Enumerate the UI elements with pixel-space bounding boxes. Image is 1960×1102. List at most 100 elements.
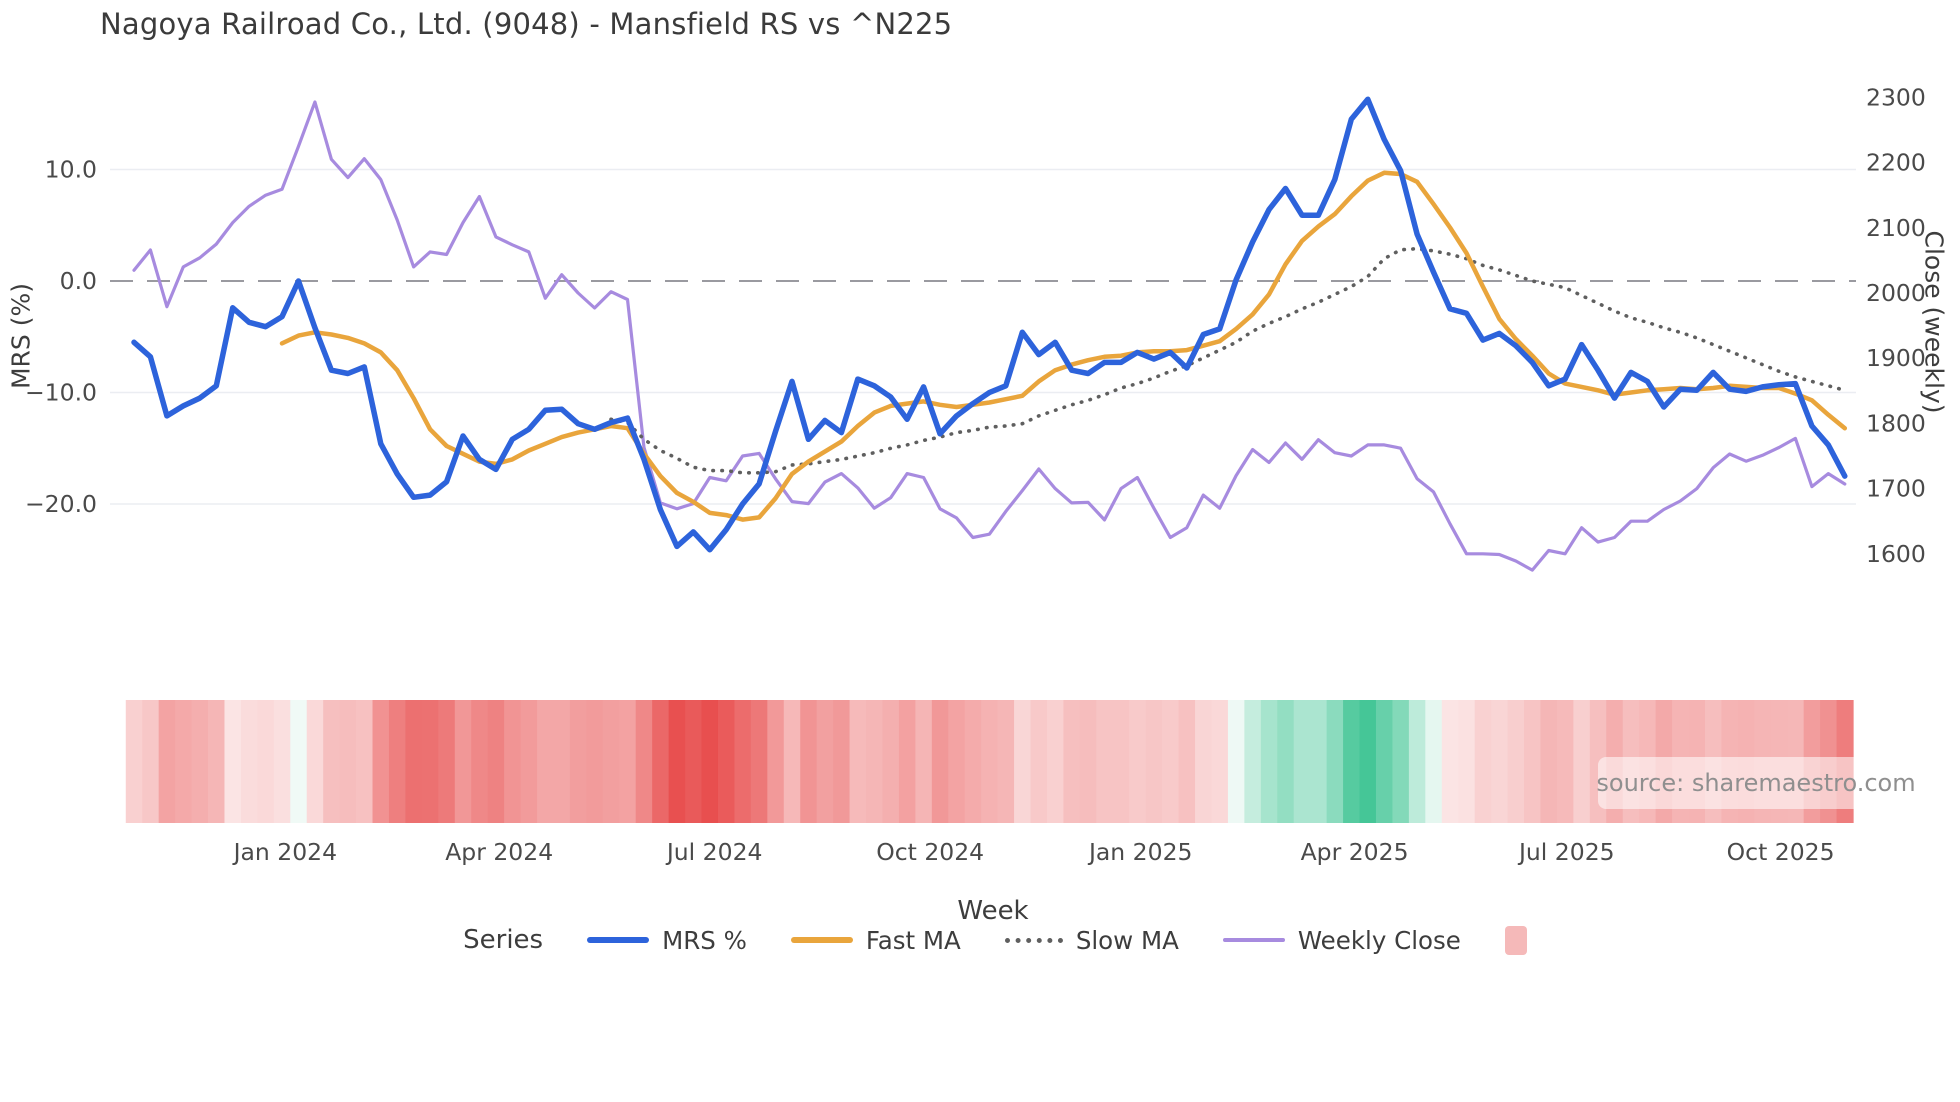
heatmap-cell [257, 700, 275, 823]
heatmap-cell [586, 700, 604, 823]
heatmap-cell [1375, 700, 1394, 823]
left-axis-title: MRS (%) [6, 282, 36, 390]
heatmap-cell [1491, 700, 1509, 823]
x-tick-label: Apr 2024 [445, 838, 553, 866]
x-tick-label: Jan 2025 [1087, 838, 1193, 866]
mrs--line [131, 96, 1848, 553]
heatmap-cell [1392, 700, 1410, 823]
legend-item-mrs: MRS % [587, 926, 747, 955]
heatmap-cell [306, 700, 324, 823]
heatmap-cell [1359, 700, 1377, 823]
mrs-line-swatch [587, 937, 650, 943]
right-tick-label: 2200 [1866, 149, 1926, 177]
right-tick-label: 2100 [1866, 214, 1926, 242]
legend-label-weekly-close: Weekly Close [1297, 925, 1461, 955]
heatmap-cell [421, 700, 439, 823]
right-axis-title: Close (weekly) [1919, 230, 1949, 414]
heatmap-cell [964, 700, 982, 823]
heatmap-cell [882, 700, 900, 823]
heatmap-cell [915, 700, 933, 823]
left-tick-label: −20.0 [25, 490, 97, 518]
x-tick-label: Jan 2024 [232, 838, 338, 866]
heatmap-cell [1441, 700, 1459, 823]
heatmap-cell [405, 700, 423, 823]
heatmap-cell [816, 700, 834, 823]
heatmap-cell [1227, 700, 1245, 823]
right-tick-label: 1700 [1866, 475, 1926, 503]
heatmap-cell [1079, 700, 1097, 823]
legend-label-fast-ma: Fast MA [865, 925, 961, 955]
heatmap-cell [1211, 700, 1229, 823]
heatmap-cell [372, 700, 390, 823]
heatmap-cell [849, 700, 867, 823]
heatmap-cell [783, 700, 801, 823]
heatmap-cell [619, 700, 637, 823]
left-tick-label: 10.0 [45, 156, 97, 184]
heatmap-cell [1573, 700, 1591, 823]
right-tick-label: 1800 [1866, 409, 1926, 437]
heatmap-cell [685, 700, 703, 823]
heatmap-cell [175, 700, 193, 823]
heatmap-cell [981, 700, 999, 823]
heatmap-cell [520, 700, 538, 823]
heatmap-cell [1096, 700, 1114, 823]
watermark-text: source: sharemaestro.com [1596, 769, 1916, 797]
heatmap-cell [471, 700, 489, 823]
heatmap-cell [142, 700, 160, 823]
heatmap-cell [948, 700, 966, 823]
heatmap-cell [240, 700, 258, 823]
chart-title: Nagoya Railroad Co., Ltd. (9048) - Mansf… [100, 7, 953, 41]
heatmap-cell [1112, 700, 1130, 823]
heatmap-cell [339, 700, 357, 823]
x-tick-label: Oct 2025 [1727, 838, 1835, 866]
heatmap-cell [1260, 700, 1278, 823]
heatmap-cell [1030, 700, 1048, 823]
heatmap-cell [553, 700, 571, 823]
heatmap-cell [1507, 700, 1525, 823]
legend: Series MRS % Fast MA Slow MA Weekly Clos… [134, 921, 1856, 959]
heatmap-cell [1046, 700, 1065, 823]
heatmap-cell [635, 700, 653, 823]
heatmap-cell [1293, 700, 1311, 823]
heatmap-cell [290, 700, 308, 823]
weekly-close-line [132, 100, 1847, 572]
legend-label-mrs: MRS % [662, 925, 747, 955]
heatmap-cell [1244, 700, 1262, 823]
heatmap-cell [158, 700, 176, 823]
heatmap-cell [1408, 700, 1426, 823]
heatmap-cell [1458, 700, 1476, 823]
heatmap-cell [833, 700, 851, 823]
heatmap-cell [717, 700, 736, 823]
x-tick-label: Jul 2025 [1517, 838, 1615, 866]
heatmap-cell [750, 700, 768, 823]
heatmap-cell [1343, 700, 1361, 823]
heatmap-cell [1310, 700, 1328, 823]
x-axis-title: Week [957, 896, 1029, 926]
heatmap-swatch [1504, 925, 1527, 955]
x-tick-label: Jul 2024 [665, 838, 763, 866]
slow-ma-dotted-swatch [1004, 937, 1063, 943]
heatmap-cell [454, 700, 472, 823]
heatmap-cell [1277, 700, 1295, 823]
heatmap-cell [1014, 700, 1032, 823]
heatmap-cell [208, 700, 226, 823]
heatmap-cell [388, 700, 407, 823]
heatmap-cell [997, 700, 1015, 823]
x-tick-label: Oct 2024 [876, 838, 984, 866]
heatmap-cell [734, 700, 752, 823]
left-tick-label: −10.0 [25, 379, 97, 407]
right-tick-label: 1600 [1866, 540, 1926, 568]
heatmap-cell [1425, 700, 1443, 823]
heatmap-cell [1195, 700, 1213, 823]
heatmap-cell [1556, 700, 1574, 823]
heatmap-cell [602, 700, 620, 823]
heatmap-cell [224, 700, 242, 823]
heatmap-cell [767, 700, 785, 823]
heatmap-cell [898, 700, 916, 823]
legend-item-slow-ma: Slow MA [1004, 926, 1179, 955]
heatmap-cell [931, 700, 949, 823]
heatmap-cell [1540, 700, 1558, 823]
watermark: source: sharemaestro.com [1596, 757, 1916, 809]
heatmap-cell [323, 700, 341, 823]
heatmap-cell [569, 700, 587, 823]
